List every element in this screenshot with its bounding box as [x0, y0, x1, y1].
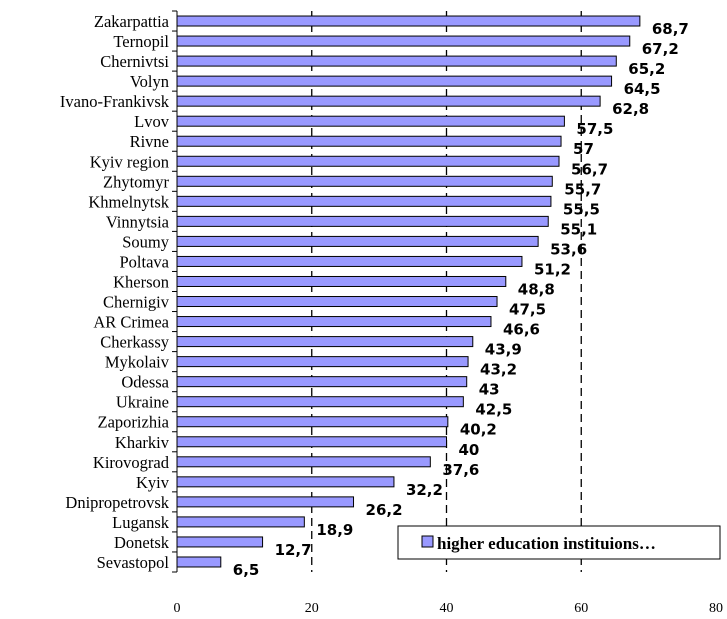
- bar: [176, 456, 431, 468]
- value-label: 55,7: [564, 180, 601, 198]
- value-label: 37,6: [442, 461, 479, 479]
- category-labels: ZakarpattiaTernopilChernivtsiVolynIvano-…: [60, 12, 170, 572]
- bar: [176, 15, 641, 27]
- category-label: Kirovograd: [93, 453, 170, 472]
- category-label: Ukraine: [116, 393, 169, 412]
- value-label: 56,7: [571, 160, 608, 178]
- value-label: 53,6: [550, 240, 587, 258]
- value-label: 46,6: [503, 321, 540, 339]
- value-label: 47,5: [509, 301, 546, 319]
- value-label: 42,5: [475, 401, 512, 419]
- category-label: Chernigiv: [103, 293, 170, 312]
- legend-swatch: [421, 535, 434, 548]
- value-label: 67,2: [642, 40, 679, 58]
- category-label: Mykolaiv: [105, 353, 170, 372]
- bar: [176, 55, 617, 67]
- bar: [176, 195, 552, 207]
- bar: [176, 516, 305, 528]
- bar: [176, 496, 355, 508]
- x-tick-label: 80: [709, 601, 723, 616]
- category-label: Kyiv: [136, 473, 170, 492]
- x-tick-label: 20: [305, 601, 319, 616]
- value-label: 26,2: [366, 501, 403, 519]
- value-label: 48,8: [518, 280, 555, 298]
- value-labels: 68,7 67,2 65,2 64,5 62,8 57,5 57 56,7 55,7 55,5 55…: [233, 20, 689, 579]
- category-label: Volyn: [130, 72, 169, 91]
- bar: [176, 135, 562, 147]
- bar: [176, 235, 539, 247]
- value-label: 62,8: [612, 100, 649, 118]
- bar: [176, 35, 631, 47]
- bar: [176, 376, 468, 388]
- value-label: 68,7: [652, 20, 689, 38]
- x-tick-label: 60: [574, 601, 588, 616]
- category-label: Zhytomyr: [103, 172, 169, 191]
- category-label: Zakarpattia: [94, 12, 170, 31]
- value-label: 12,7: [275, 541, 312, 559]
- bar: [176, 75, 613, 87]
- category-label: Dnipropetrovsk: [65, 493, 169, 512]
- bar: [176, 436, 447, 448]
- category-label: Kharkiv: [115, 433, 170, 452]
- bar: [176, 115, 565, 127]
- value-label: 51,2: [534, 260, 571, 278]
- category-label: Poltava: [120, 252, 170, 271]
- category-label: Chernivtsi: [100, 52, 169, 71]
- bar: [176, 255, 523, 267]
- category-label: Sevastopol: [97, 553, 170, 572]
- category-label: Vinnytsia: [106, 212, 170, 231]
- category-label: Donetsk: [114, 533, 170, 552]
- bar: [176, 296, 498, 308]
- category-label: Ivano-Frankivsk: [60, 92, 170, 111]
- bar: [176, 416, 449, 428]
- value-label: 43: [479, 381, 500, 399]
- bar: [176, 175, 553, 187]
- value-label: 43,2: [480, 361, 517, 379]
- category-label: Ternopil: [113, 32, 169, 51]
- category-label: Zaporizhia: [98, 413, 170, 432]
- value-label: 43,9: [485, 341, 522, 359]
- bar: [176, 476, 395, 488]
- category-label: Rivne: [130, 132, 169, 151]
- bar: [176, 536, 264, 548]
- category-label: Lvov: [134, 112, 170, 131]
- category-label: AR Crimea: [93, 313, 169, 332]
- category-label: Kyiv region: [90, 152, 169, 171]
- x-tick-label: 0: [174, 601, 181, 616]
- category-label: Khmelnytsk: [88, 192, 169, 211]
- value-label: 57: [573, 140, 594, 158]
- category-label: Kherson: [113, 272, 169, 291]
- bar: [176, 556, 222, 568]
- value-label: 40: [459, 441, 480, 459]
- x-tick-label: 40: [440, 601, 454, 616]
- bar: [176, 316, 492, 328]
- bar: [176, 215, 549, 227]
- bar: [176, 336, 474, 348]
- category-label: Soumy: [122, 232, 170, 251]
- legend-box: [397, 525, 721, 560]
- value-label: 57,5: [576, 120, 613, 138]
- category-label: Lugansk: [112, 513, 170, 532]
- category-label: Cherkassy: [100, 333, 169, 352]
- value-label: 40,2: [460, 421, 497, 439]
- value-label: 32,2: [406, 481, 443, 499]
- legend-label: higher education instituions…: [437, 534, 656, 553]
- value-label: 65,2: [628, 60, 665, 78]
- value-label: 55,5: [563, 200, 600, 218]
- x-tick-labels: 0 20 40 60 80: [174, 601, 724, 616]
- value-label: 55,1: [560, 220, 597, 238]
- value-label: 6,5: [233, 561, 260, 579]
- legend: higher education instituions…: [397, 525, 721, 560]
- category-label: Odessa: [121, 373, 169, 392]
- bar: [176, 275, 507, 287]
- bar: [176, 95, 601, 107]
- bar: [176, 155, 560, 167]
- bar: [176, 356, 469, 368]
- axes: [172, 10, 178, 573]
- value-label: 18,9: [316, 521, 353, 539]
- bar: [176, 396, 464, 408]
- value-label: 64,5: [624, 80, 661, 98]
